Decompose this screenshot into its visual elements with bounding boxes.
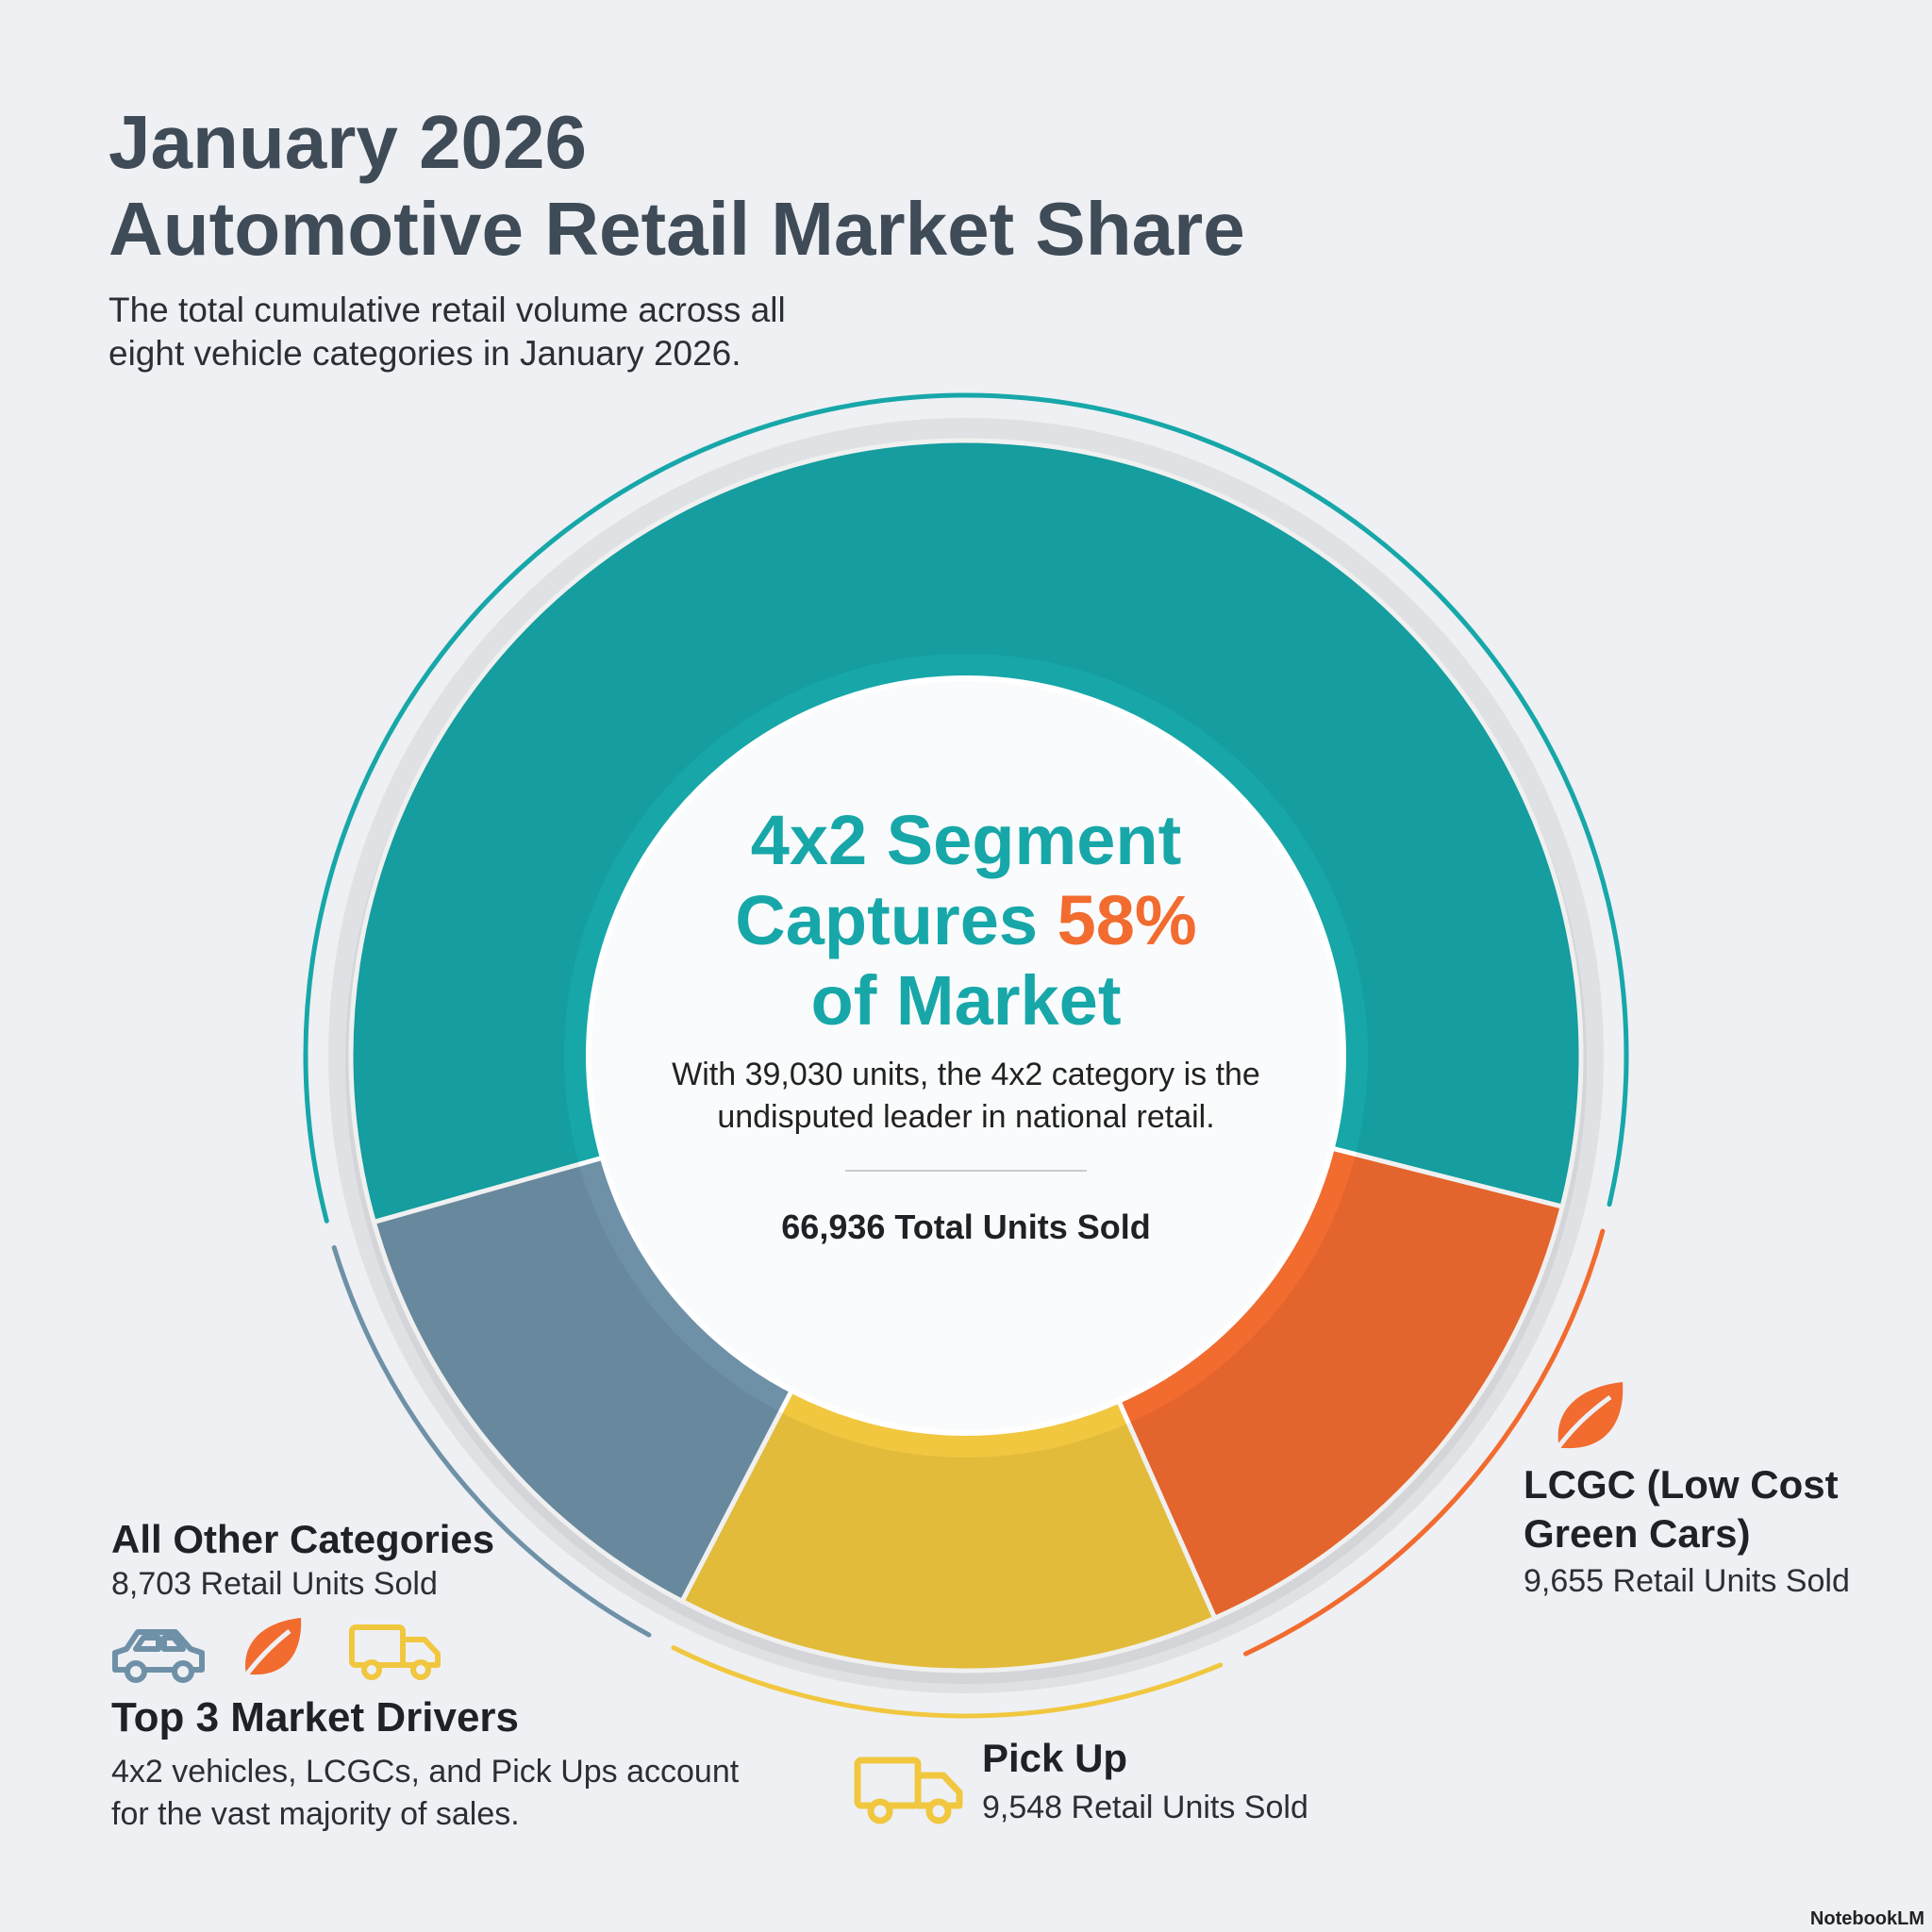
chart-subtitle: The total cumulative retail volume acros…: [108, 291, 786, 373]
footer: NotebookLM: [1809, 1908, 1924, 1929]
headline-text: 4x2 Segment Captures: [735, 801, 1182, 959]
value-label: 8,703 Retail Units Sold: [111, 1566, 438, 1602]
leaf-icon: [1551, 1382, 1624, 1456]
truck-icon: [349, 1624, 441, 1680]
car-icon: [112, 1629, 205, 1683]
value-label: 9,548 Retail Units Sold: [982, 1790, 1308, 1825]
value-label: 9,655 Retail Units Sold: [1524, 1563, 1850, 1599]
center-disc: [586, 675, 1346, 1436]
truck-icon: [854, 1757, 963, 1824]
category-label: LCGC (Low Cost Green Cars): [1524, 1462, 1839, 1556]
outer-arc: [331, 1244, 652, 1638]
headline-highlight: 58%: [1057, 881, 1197, 959]
donut: [303, 392, 1629, 1719]
drivers-text: 4x2 vehicles, LCGCs, and Pick Ups accoun…: [111, 1754, 740, 1832]
center-text: With 39,030 units, the 4x2 category is t…: [672, 1057, 1260, 1135]
outer-arc: [671, 1645, 1224, 1719]
chart-title: January 2026 Automotive Retail Market Sh…: [108, 100, 1245, 271]
headline-text: of Market: [810, 961, 1122, 1040]
outer-arc: [1242, 1228, 1606, 1657]
total-label: 66,936 Total Units Sold: [781, 1208, 1151, 1246]
category-label: All Other Categories: [111, 1517, 495, 1561]
headline: 4x2 Segment Captures 58% of Market: [702, 800, 1230, 1041]
outer-arc: [303, 392, 1629, 1224]
inner-shade: [328, 418, 1604, 1693]
leaf-icon: [240, 1618, 302, 1682]
drivers-title: Top 3 Market Drivers: [111, 1694, 520, 1740]
category-label: Pick Up: [982, 1736, 1128, 1780]
